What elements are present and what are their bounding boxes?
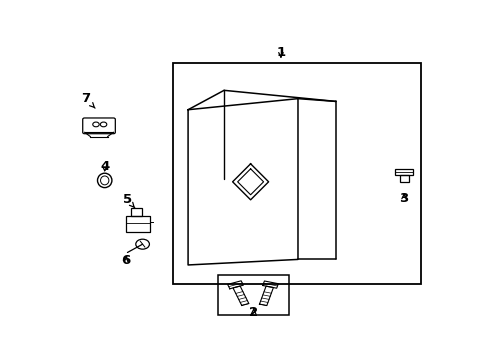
Bar (125, 216, 150, 232)
Bar (395, 169, 412, 175)
Bar (218, 275, 288, 315)
Text: 5: 5 (122, 193, 135, 208)
Bar (173, 63, 420, 284)
Bar (399, 175, 408, 182)
Text: 4: 4 (100, 160, 109, 173)
Text: 2: 2 (248, 306, 258, 319)
Text: 7: 7 (81, 92, 95, 108)
Text: 3: 3 (399, 192, 408, 205)
Text: 1: 1 (276, 46, 285, 59)
Text: 6: 6 (121, 254, 130, 267)
Bar (131, 208, 142, 216)
